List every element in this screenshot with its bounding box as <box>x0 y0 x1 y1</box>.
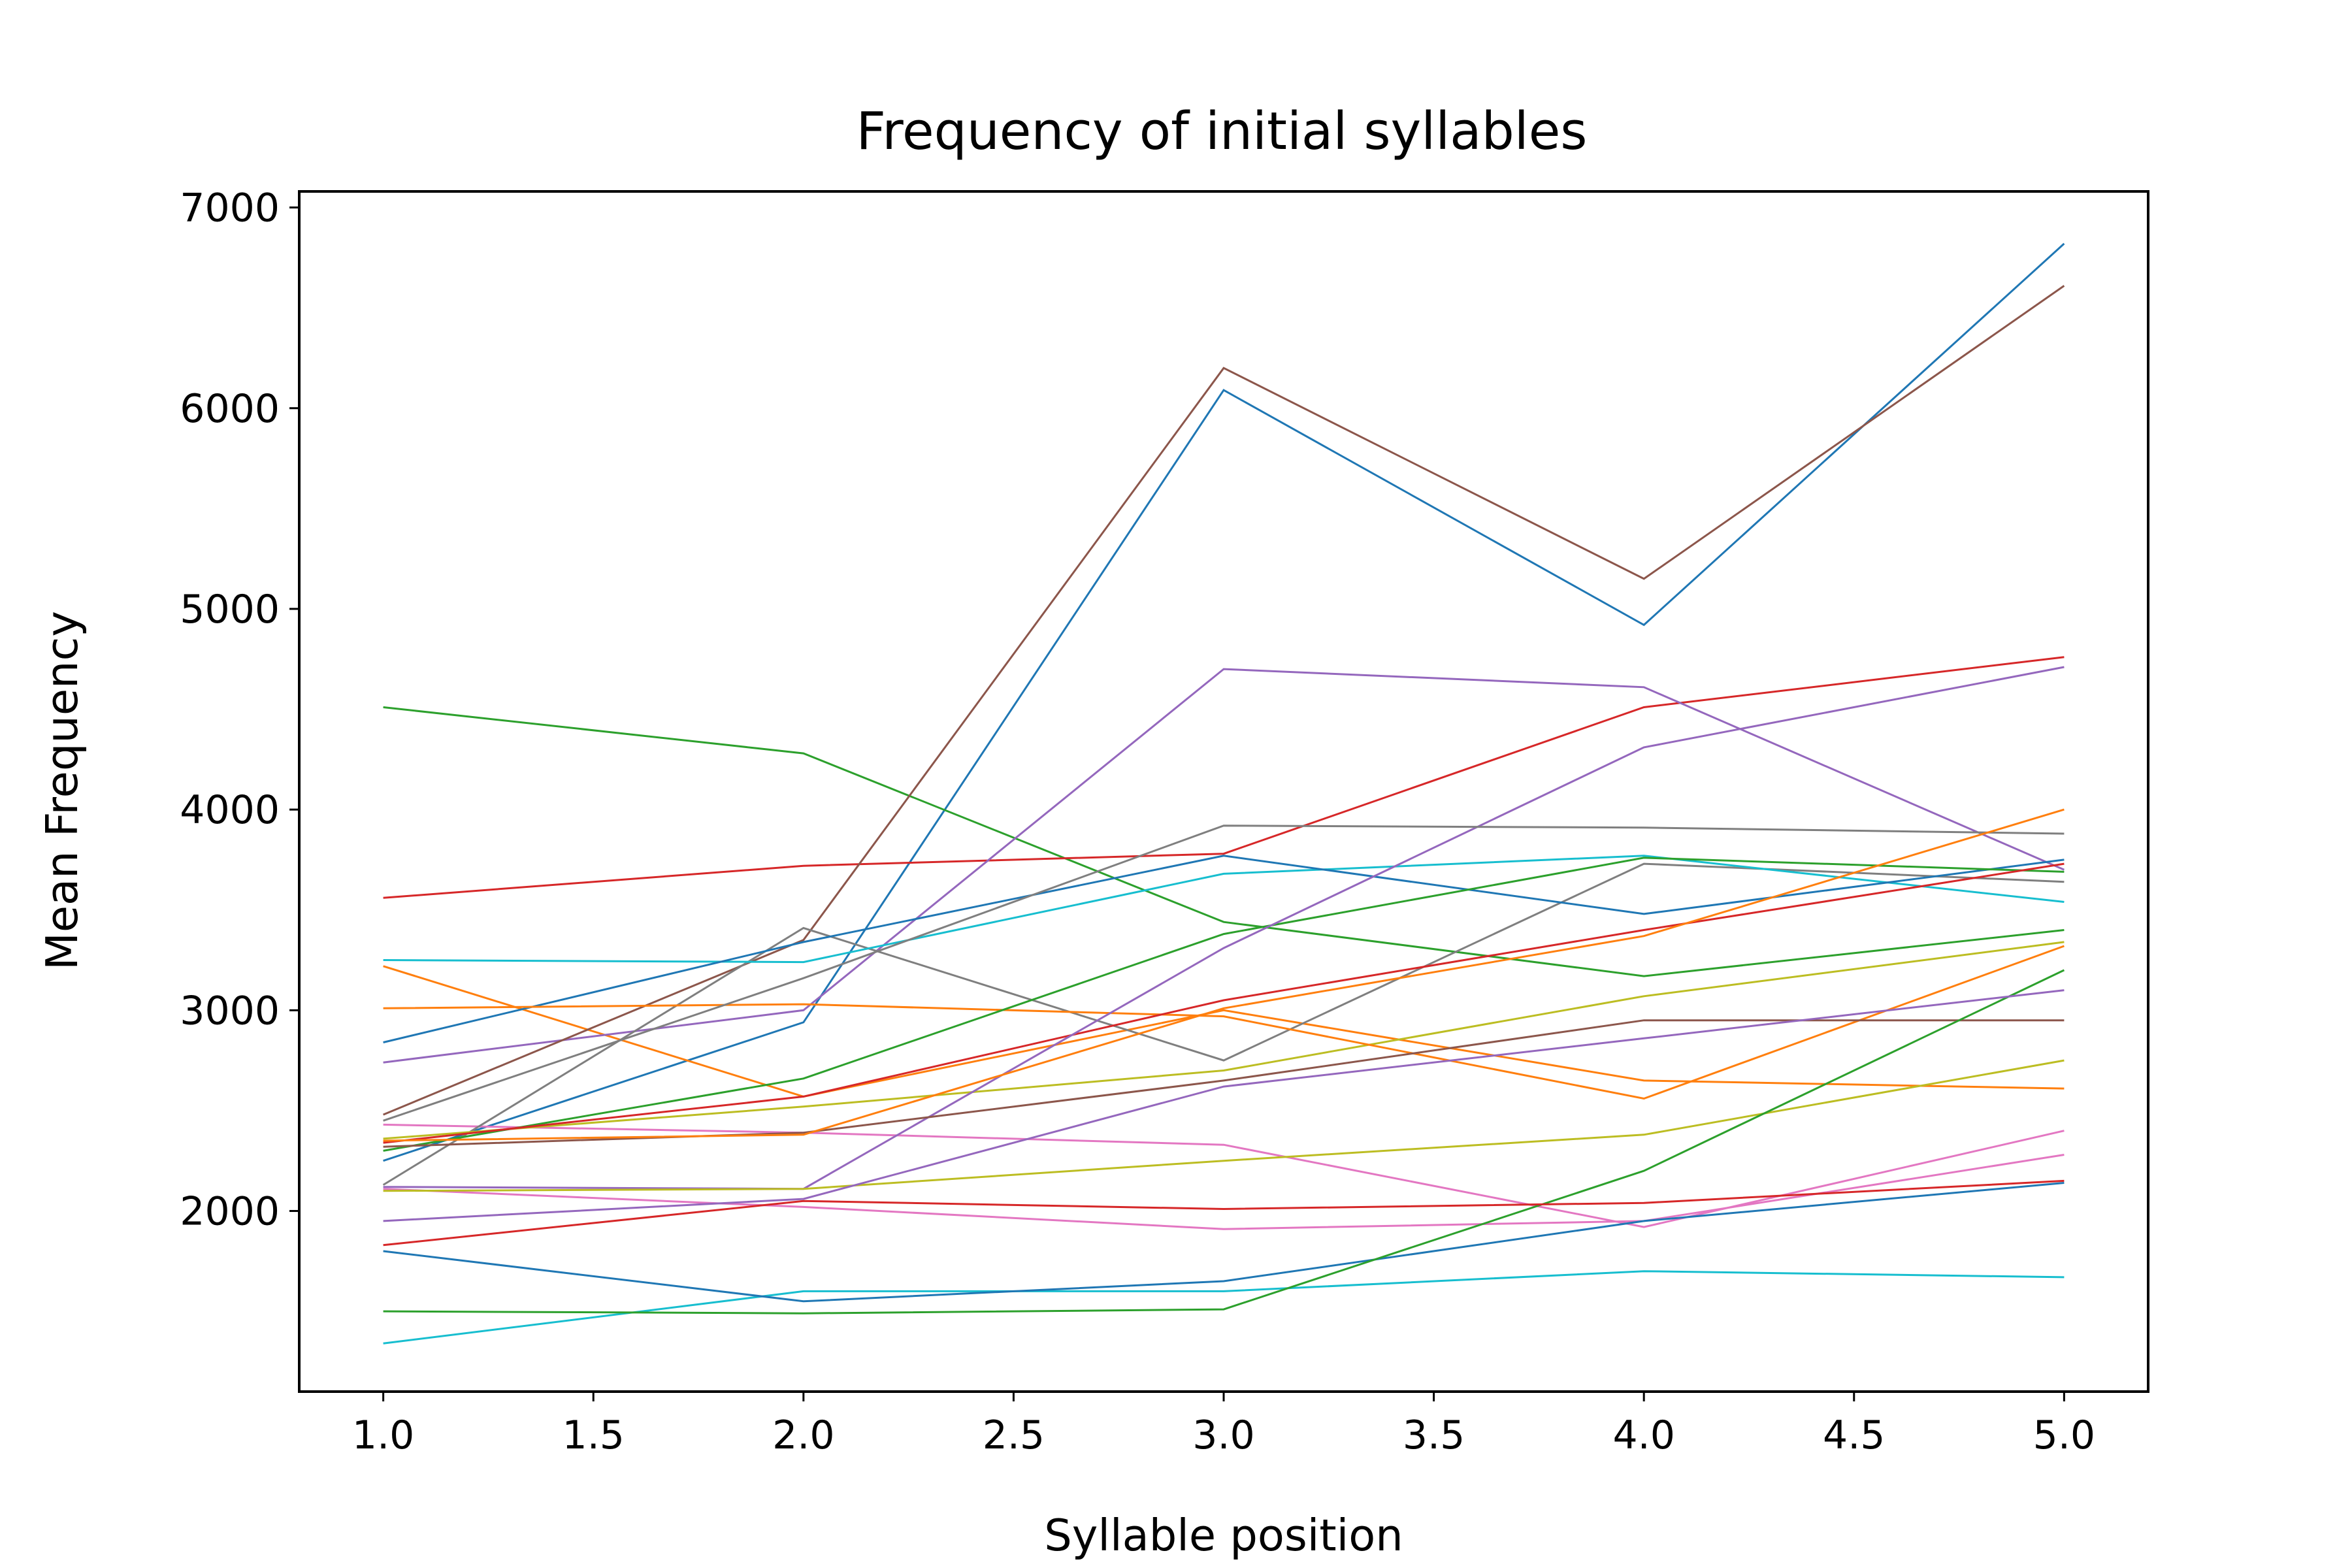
x-tick-label: 3.5 <box>1403 1413 1465 1458</box>
series-lines <box>382 242 2065 1345</box>
series-line-22 <box>383 808 2065 1142</box>
axis-ticks: 1.0 1.5 2.0 2.5 3.0 3.5 4.0 4.5 5.0 2000 3000 4000 5… <box>180 186 2095 1458</box>
x-tick-label: 1.5 <box>563 1413 625 1458</box>
series-line-19 <box>383 1059 2065 1192</box>
x-tick-label: 3.0 <box>1192 1413 1254 1458</box>
series-line-25 <box>383 989 2065 1222</box>
series-line-6 <box>383 285 2065 1116</box>
x-tick-label: 5.0 <box>2033 1413 2095 1458</box>
series-line-2 <box>383 965 2065 1098</box>
y-axis-label: Mean Frequency <box>37 611 88 970</box>
series-line-17 <box>383 1154 2065 1230</box>
y-tick-label: 2000 <box>180 1189 280 1235</box>
y-tick-label: 4000 <box>180 787 280 833</box>
series-line-8 <box>382 862 2065 1186</box>
series-line-4 <box>383 656 2065 899</box>
x-tick-label: 4.0 <box>1612 1413 1674 1458</box>
y-tick-label: 6000 <box>180 386 280 432</box>
y-tick-label: 5000 <box>180 587 280 632</box>
series-line-20 <box>383 1270 2065 1345</box>
x-axis-label: Syllable position <box>1044 1510 1403 1561</box>
chart-title: Frequency of initial syllables <box>857 101 1588 161</box>
series-line-18 <box>383 825 2065 1122</box>
y-tick-label: 7000 <box>180 186 280 231</box>
series-line-12 <box>383 945 2065 1100</box>
x-tick-label: 4.5 <box>1823 1413 1885 1458</box>
x-tick-label: 2.5 <box>983 1413 1045 1458</box>
y-tick-label: 3000 <box>180 988 280 1034</box>
x-tick-label: 1.0 <box>352 1413 414 1458</box>
series-line-21 <box>383 1182 2065 1303</box>
series-line-3 <box>383 706 2065 977</box>
series-line-9 <box>383 941 2065 1140</box>
series-line-15 <box>383 666 2065 1190</box>
series-line-24 <box>383 1179 2065 1247</box>
series-line-23 <box>383 969 2065 1315</box>
series-line-11 <box>383 855 2065 1043</box>
series-line-5 <box>383 668 2065 1064</box>
plot-frame <box>298 190 2149 1393</box>
x-tick-label: 2.0 <box>772 1413 834 1458</box>
series-line-1 <box>383 242 2065 1162</box>
series-line-10 <box>383 855 2065 964</box>
series-line-14 <box>383 862 2065 1144</box>
series-line-13 <box>383 857 2065 1152</box>
